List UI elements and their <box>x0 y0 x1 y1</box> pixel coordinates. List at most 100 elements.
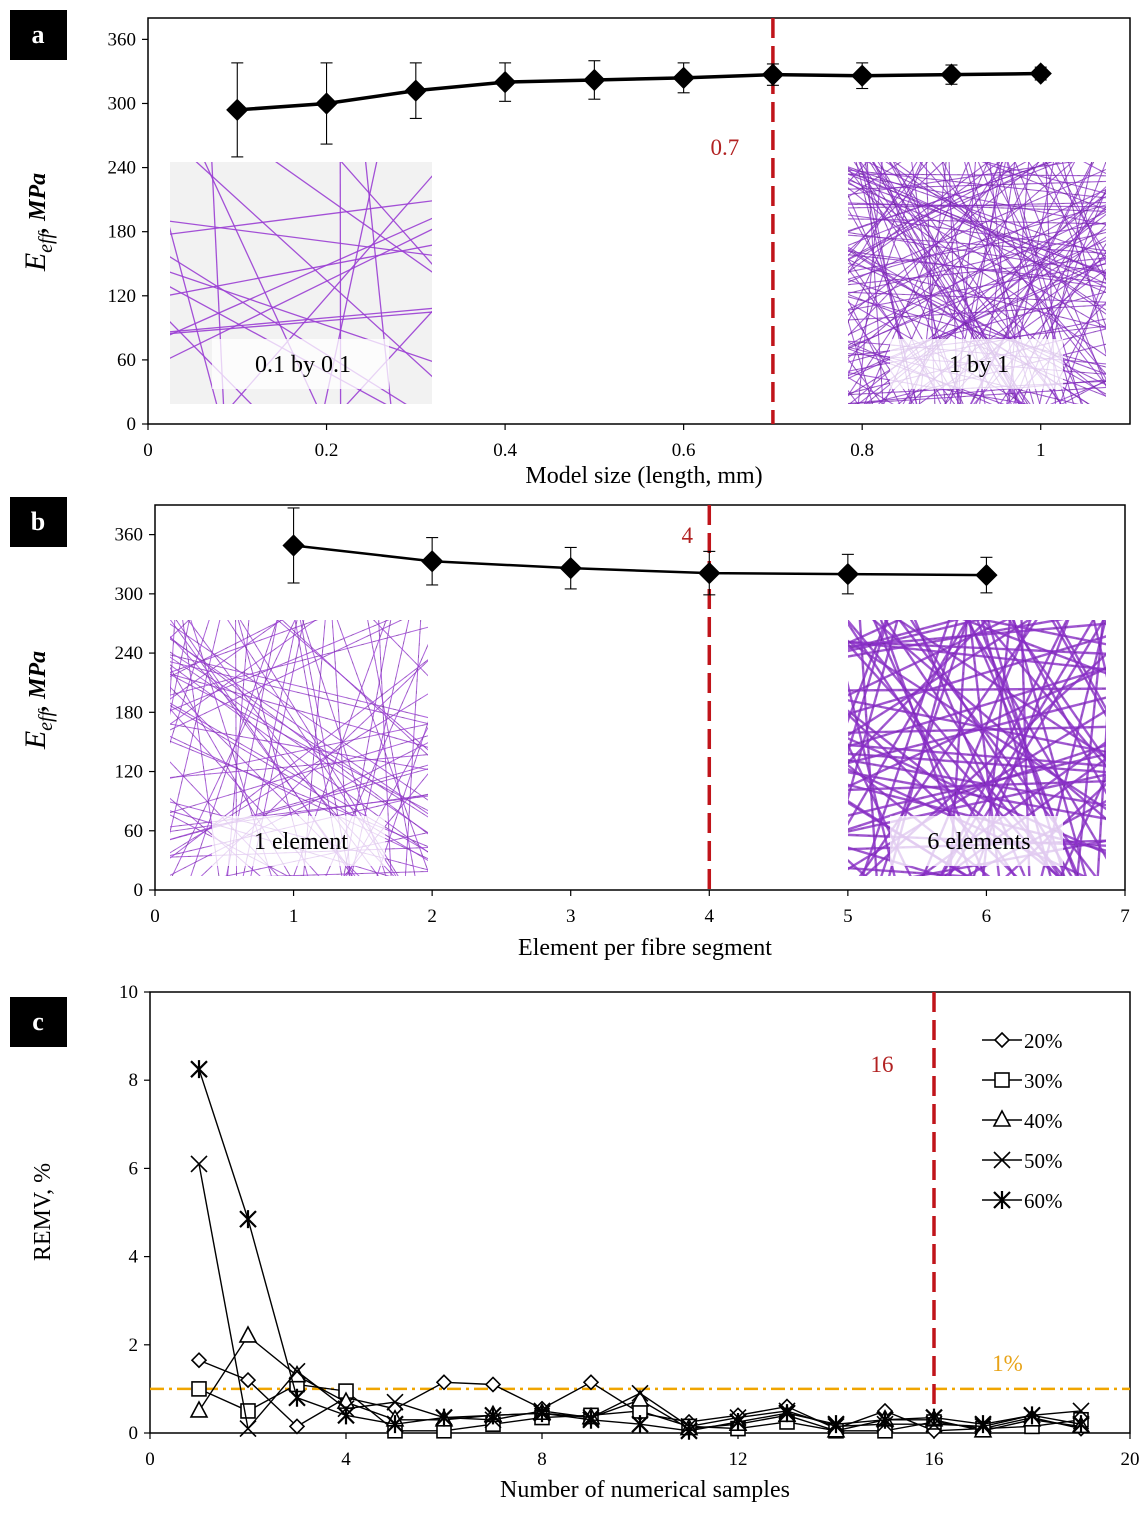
fibre-line <box>276 620 428 751</box>
x-tick-label: 4 <box>341 1449 351 1470</box>
fibre-line <box>281 620 428 756</box>
inset-label: 0.1 by 0.1 <box>255 352 351 378</box>
x-tick-label: 0.4 <box>493 440 517 461</box>
fibre-line <box>908 162 1001 404</box>
fibre-line <box>931 162 1106 387</box>
square-marker <box>240 1403 256 1419</box>
x-marker <box>1072 1402 1090 1420</box>
fibre-line <box>848 162 1074 359</box>
asterisk-marker <box>1023 1406 1041 1425</box>
fibre-line <box>170 620 282 700</box>
fibre-line <box>976 620 1078 876</box>
fibre-line <box>170 795 428 828</box>
fibre-line <box>848 168 1106 283</box>
diamond-marker <box>1029 62 1052 85</box>
inset-label-box <box>212 816 385 866</box>
y-tick-label: 120 <box>108 286 137 307</box>
x-tick-label: 1 <box>1036 440 1046 461</box>
asterisk-marker <box>876 1410 894 1429</box>
fibre-line <box>848 162 902 198</box>
fibre-line <box>848 162 1053 233</box>
fibre-line <box>848 620 899 803</box>
fibre-line <box>965 620 1106 860</box>
fibre-line <box>848 318 1106 372</box>
panel-b-letter: b <box>31 507 45 536</box>
x-marker <box>190 1155 208 1173</box>
x-tick-label: 12 <box>729 1449 748 1470</box>
fibre-line <box>170 735 428 860</box>
fibre-line <box>170 620 176 703</box>
fibre-line <box>983 162 1106 195</box>
fibre-line <box>170 801 428 871</box>
fibre-line <box>880 620 969 876</box>
y-tick-label: 360 <box>108 29 137 50</box>
fibre-line <box>848 162 918 275</box>
fibre-line <box>331 620 351 876</box>
fibre-line <box>913 620 1026 876</box>
fibre-line <box>883 162 989 404</box>
diamond-marker <box>851 64 874 87</box>
fibre-line <box>848 639 1106 811</box>
fibre-line <box>848 325 1106 357</box>
diamond-marker <box>975 563 998 587</box>
fibre-line <box>170 623 428 801</box>
panel-a: a 0.1 by 0.1 1 by 1 0 60 120 180 240 300 360 0 0.2… <box>10 10 1131 489</box>
fibre-line <box>941 162 986 404</box>
fibre-line <box>944 224 1106 404</box>
x-axis-title: Element per fibre segment <box>518 935 772 961</box>
fibre-line <box>1006 162 1055 404</box>
fibre-line <box>171 620 296 876</box>
y-tick-label: 0 <box>127 414 137 435</box>
x-tick-label: 1 <box>289 906 299 927</box>
panel-a-frame <box>147 17 1131 425</box>
y-tick-label: 8 <box>129 1070 139 1091</box>
fibre-line <box>871 620 1106 821</box>
fibre-line <box>848 202 1106 209</box>
diamond-marker <box>484 1376 502 1393</box>
fibre-line <box>170 754 428 778</box>
fibre-line <box>939 620 1095 876</box>
fibre-line <box>301 620 387 876</box>
fibre-line <box>872 162 1000 404</box>
fibre-line <box>848 187 1106 398</box>
fibre-line <box>848 858 868 876</box>
fibre-line <box>170 620 317 725</box>
fibre-line <box>848 218 1106 225</box>
fibre-line <box>897 255 1106 404</box>
fibre-line <box>848 162 990 269</box>
series-line <box>198 1068 1082 1432</box>
fibre-line <box>848 162 1075 196</box>
fibre-line <box>1045 286 1106 404</box>
x-axis-title: Model size (length, mm) <box>525 463 762 489</box>
fibre-line <box>204 162 318 404</box>
asterisk-marker <box>925 1408 943 1427</box>
fibre-line <box>848 620 969 827</box>
legend-label: 60% <box>1024 1189 1063 1213</box>
fibre-line <box>848 162 922 324</box>
fibre-line <box>340 162 432 265</box>
inset-label: 6 elements <box>927 829 1030 855</box>
series-line <box>237 71 1041 112</box>
fibre-line <box>170 654 428 719</box>
fibre-line <box>848 162 1040 316</box>
fibre-line <box>848 744 1106 831</box>
fibre-line <box>848 743 1106 767</box>
diamond-marker <box>940 63 963 86</box>
fibre-line <box>848 195 1106 347</box>
asterisk-marker <box>190 1060 208 1079</box>
y-tick-label: 6 <box>129 1158 139 1179</box>
diamond-marker <box>582 1374 600 1391</box>
x-marker <box>239 1420 257 1438</box>
fibre-line <box>848 620 1032 737</box>
fibre-line <box>848 318 874 404</box>
fibre-line <box>293 620 387 876</box>
fibre-line <box>170 620 221 835</box>
diamond-marker <box>583 68 606 92</box>
fibre-line <box>170 620 356 876</box>
fibre-line <box>170 321 253 404</box>
fibre-line <box>848 162 1004 397</box>
diamond-marker <box>288 1418 306 1435</box>
x-tick-label: 0.6 <box>672 440 696 461</box>
fibre-line <box>1050 620 1106 718</box>
diamond-marker <box>239 1371 257 1389</box>
